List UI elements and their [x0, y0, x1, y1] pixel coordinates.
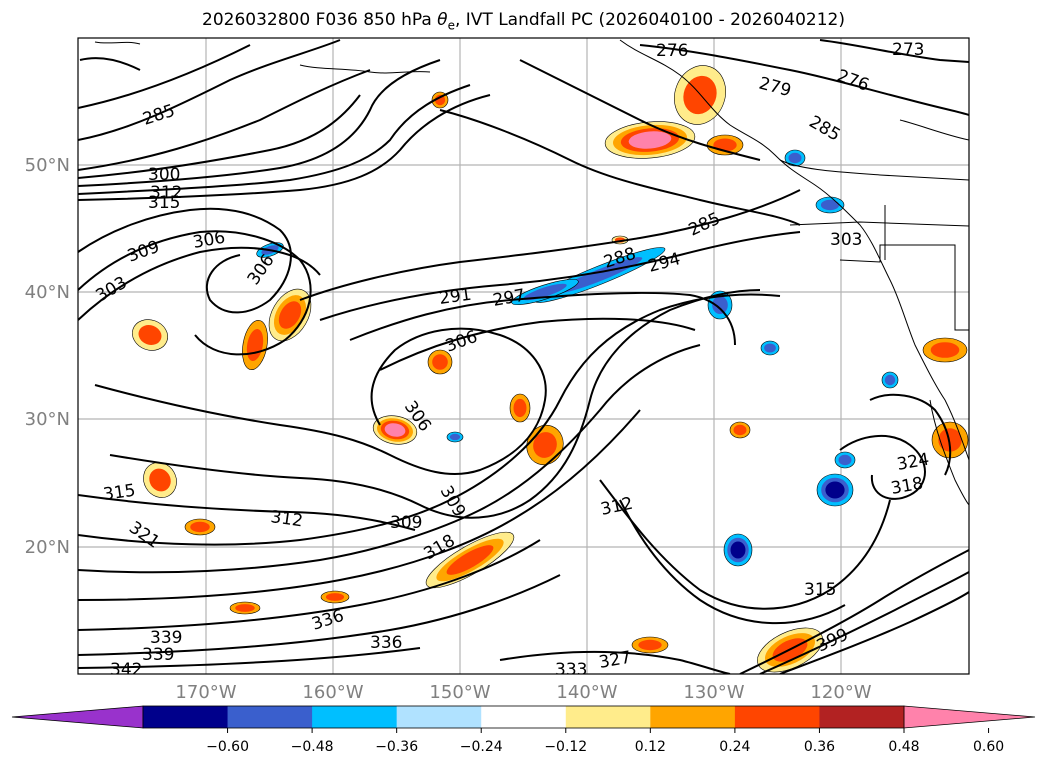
- contour-label: 309: [390, 513, 422, 533]
- field-patch: [138, 325, 162, 345]
- longitude-labels: 170°W 160°W 150°W 140°W 130°W 120°W: [175, 682, 871, 703]
- colorbar-tick-label: −0.24: [460, 739, 503, 755]
- field-patch: [235, 604, 255, 612]
- contour-label: 336: [370, 633, 402, 653]
- field-patch: [149, 468, 171, 492]
- contour-label: 303: [830, 230, 862, 250]
- field-patch: [513, 398, 527, 418]
- colorbar-segment: [734, 706, 820, 728]
- contour-label: 276: [656, 41, 688, 61]
- lon-label: 170°W: [175, 682, 236, 703]
- lat-label: 40°N: [25, 282, 70, 303]
- colorbar-tick-label: −0.60: [206, 739, 249, 755]
- colorbar-frame: [142, 705, 905, 729]
- field-patch: [446, 545, 494, 575]
- colorbar-tick-label: 0.48: [888, 739, 919, 755]
- lon-label: 160°W: [302, 682, 363, 703]
- colorbar-tick-label: 0.24: [719, 739, 750, 755]
- contour-label: 315: [804, 580, 836, 600]
- field-patch: [638, 639, 662, 651]
- field-patch: [523, 283, 567, 301]
- field-patch: [730, 541, 746, 559]
- field-patch: [432, 354, 448, 370]
- latitude-labels: 50°N 40°N 30°N 20°N: [25, 155, 70, 558]
- field-patch: [713, 138, 737, 152]
- field-patch: [434, 94, 446, 106]
- field-patch: [449, 433, 461, 441]
- field-patch: [884, 374, 896, 386]
- colorbar-segment: [396, 706, 482, 728]
- colorbar-segment: [143, 706, 229, 728]
- colorbar-extend-right: [903, 705, 1036, 729]
- colorbar-tick-label: 0.12: [635, 739, 666, 755]
- colorbar-tick-label: 0.36: [804, 739, 835, 755]
- lon-label: 140°W: [556, 682, 617, 703]
- colorbar-segment: [565, 706, 651, 728]
- contour-label: 273: [892, 40, 924, 60]
- title-subscript: e: [447, 18, 455, 33]
- field-patch: [930, 342, 960, 358]
- colorbar: −0.60 −0.48 −0.36 −0.24 −0.12 0.12 0.24 0.36 0.4…: [11, 705, 1036, 755]
- colorbar-segment: [650, 706, 736, 728]
- contour-label: 300: [148, 165, 180, 185]
- title-rest: , IVT Landfall PC (2026040100 - 20260402…: [454, 10, 845, 30]
- field-patch: [557, 257, 643, 293]
- contour-label: 312: [269, 507, 304, 531]
- colorbar-tick-label: −0.12: [544, 739, 587, 755]
- lat-label: 50°N: [25, 155, 70, 176]
- field-patch: [938, 428, 962, 452]
- map-panel: 276 273 276 279 285 285 300 312 315 306 …: [78, 38, 969, 680]
- contour-label: 315: [102, 481, 137, 505]
- field-patch: [533, 432, 557, 458]
- coastlines: [94, 39, 969, 506]
- field-patch: [788, 152, 802, 164]
- contour-label: 291: [438, 285, 473, 309]
- lon-label: 150°W: [429, 682, 490, 703]
- contour-label: 333: [555, 660, 587, 680]
- contour-label: 342: [110, 660, 142, 680]
- map-frame: [77, 37, 970, 675]
- contour-label: 315: [148, 193, 180, 213]
- field-patch: [712, 295, 728, 315]
- title-text: 2026032800 F036 850 hPa: [202, 10, 438, 30]
- field-patch: [190, 521, 210, 533]
- field-patch: [733, 424, 747, 436]
- map-title: 2026032800 F036 850 hPa θe, IVT Landfall…: [0, 10, 1047, 32]
- field-patch: [325, 593, 345, 601]
- field-patch: [628, 131, 672, 149]
- contour-label: 339: [142, 645, 174, 665]
- lon-label: 120°W: [810, 682, 871, 703]
- theta-e-contours: [78, 39, 969, 674]
- colorbar-segment: [312, 706, 398, 728]
- colorbar-segment: [227, 706, 313, 728]
- field-patch: [278, 301, 302, 329]
- colorbar-segment: [819, 706, 905, 728]
- field-patch: [838, 454, 852, 466]
- field-patch: [825, 481, 845, 499]
- lat-label: 20°N: [25, 537, 70, 558]
- field-patch: [384, 423, 406, 437]
- colorbar-segment: [481, 706, 567, 728]
- colorbar-tick-label: −0.48: [291, 739, 334, 755]
- title-theta: θ: [437, 10, 448, 30]
- colorbar-extend-left: [11, 705, 144, 729]
- field-patch: [820, 199, 840, 211]
- colorbar-tick-label: −0.36: [375, 739, 418, 755]
- lon-label: 130°W: [683, 682, 744, 703]
- lat-label: 30°N: [25, 409, 70, 430]
- colorbar-tick-label: 0.60: [973, 739, 1004, 755]
- contour-label: 312: [150, 183, 182, 203]
- field-patch: [764, 343, 776, 353]
- contour-label: 339: [150, 628, 182, 648]
